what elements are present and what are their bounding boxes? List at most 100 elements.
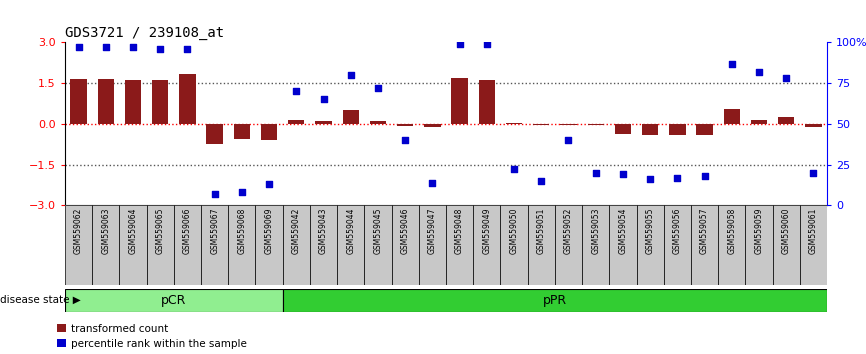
Text: GSM559068: GSM559068 <box>237 208 246 254</box>
Point <box>126 45 140 50</box>
Text: GSM559042: GSM559042 <box>292 208 301 254</box>
Point <box>589 170 603 176</box>
Point <box>779 75 793 81</box>
Text: GSM559046: GSM559046 <box>401 208 410 254</box>
Point <box>180 46 194 52</box>
Text: GSM559048: GSM559048 <box>456 208 464 254</box>
Bar <box>206 124 223 144</box>
Text: GSM559055: GSM559055 <box>646 208 655 254</box>
Bar <box>65 289 282 312</box>
Bar <box>724 109 740 124</box>
Bar <box>691 205 718 285</box>
Text: GSM559050: GSM559050 <box>509 208 519 254</box>
Bar <box>70 79 87 124</box>
Point <box>289 88 303 94</box>
Bar <box>501 205 527 285</box>
Bar <box>778 117 794 124</box>
Bar <box>772 205 800 285</box>
Bar <box>669 124 686 135</box>
Text: GSM559047: GSM559047 <box>428 208 436 254</box>
Point <box>262 181 276 187</box>
Bar <box>146 205 174 285</box>
Bar <box>179 74 196 124</box>
Bar <box>65 205 92 285</box>
Bar <box>152 80 168 124</box>
Bar <box>391 205 419 285</box>
Point <box>752 69 766 75</box>
Text: GSM559051: GSM559051 <box>537 208 546 254</box>
Bar <box>696 124 713 135</box>
Bar <box>615 124 631 134</box>
Text: GSM559059: GSM559059 <box>754 208 764 254</box>
Bar <box>365 205 391 285</box>
Text: GDS3721 / 239108_at: GDS3721 / 239108_at <box>65 26 224 40</box>
Bar <box>637 205 663 285</box>
Text: GSM559043: GSM559043 <box>319 208 328 254</box>
Text: GSM559053: GSM559053 <box>591 208 600 254</box>
Bar <box>125 80 141 124</box>
Bar <box>98 79 114 124</box>
Point <box>616 172 630 177</box>
Legend: transformed count, percentile rank within the sample: transformed count, percentile rank withi… <box>57 324 247 349</box>
Bar <box>533 124 549 125</box>
Text: GSM559067: GSM559067 <box>210 208 219 254</box>
Text: GSM559061: GSM559061 <box>809 208 818 254</box>
Bar <box>473 205 501 285</box>
Text: pPR: pPR <box>543 293 567 307</box>
Bar <box>419 205 446 285</box>
Text: GSM559044: GSM559044 <box>346 208 355 254</box>
Bar <box>343 110 359 124</box>
Point <box>670 175 684 181</box>
Bar <box>805 124 822 127</box>
Bar <box>234 124 250 139</box>
Bar <box>288 120 305 124</box>
Point <box>153 46 167 52</box>
Bar <box>451 78 468 124</box>
Bar <box>315 121 332 124</box>
Bar <box>582 205 610 285</box>
Bar <box>560 124 577 125</box>
Point <box>453 41 467 47</box>
Point <box>371 85 385 91</box>
Bar <box>800 205 827 285</box>
Point <box>425 180 439 185</box>
Point <box>344 72 358 78</box>
Text: GSM559062: GSM559062 <box>74 208 83 254</box>
Text: GSM559065: GSM559065 <box>156 208 165 254</box>
Text: GSM559045: GSM559045 <box>373 208 383 254</box>
Bar <box>92 205 120 285</box>
Bar <box>446 205 473 285</box>
Text: GSM559056: GSM559056 <box>673 208 682 254</box>
Bar <box>587 124 604 125</box>
Text: GSM559063: GSM559063 <box>101 208 110 254</box>
Bar <box>120 205 146 285</box>
Bar <box>337 205 365 285</box>
Text: GSM559057: GSM559057 <box>700 208 709 254</box>
Bar <box>370 121 386 124</box>
Text: GSM559066: GSM559066 <box>183 208 192 254</box>
Point <box>806 170 820 176</box>
Text: GSM559052: GSM559052 <box>564 208 573 254</box>
Point <box>480 41 494 47</box>
Bar <box>229 205 255 285</box>
Point <box>398 137 412 143</box>
Bar <box>282 205 310 285</box>
Point <box>208 191 222 197</box>
Point <box>99 45 113 50</box>
Bar <box>555 205 582 285</box>
Text: GSM559058: GSM559058 <box>727 208 736 254</box>
Bar <box>479 80 495 124</box>
Point <box>698 173 712 179</box>
Point <box>643 176 657 182</box>
Point <box>725 61 739 67</box>
Point <box>561 137 575 143</box>
Bar <box>397 124 413 126</box>
Text: GSM559060: GSM559060 <box>782 208 791 254</box>
Text: disease state ▶: disease state ▶ <box>0 295 81 305</box>
Text: GSM559054: GSM559054 <box>618 208 627 254</box>
Text: GSM559064: GSM559064 <box>128 208 138 254</box>
Point <box>235 189 249 195</box>
Bar <box>255 205 282 285</box>
Bar <box>642 124 658 135</box>
Bar <box>424 124 441 127</box>
